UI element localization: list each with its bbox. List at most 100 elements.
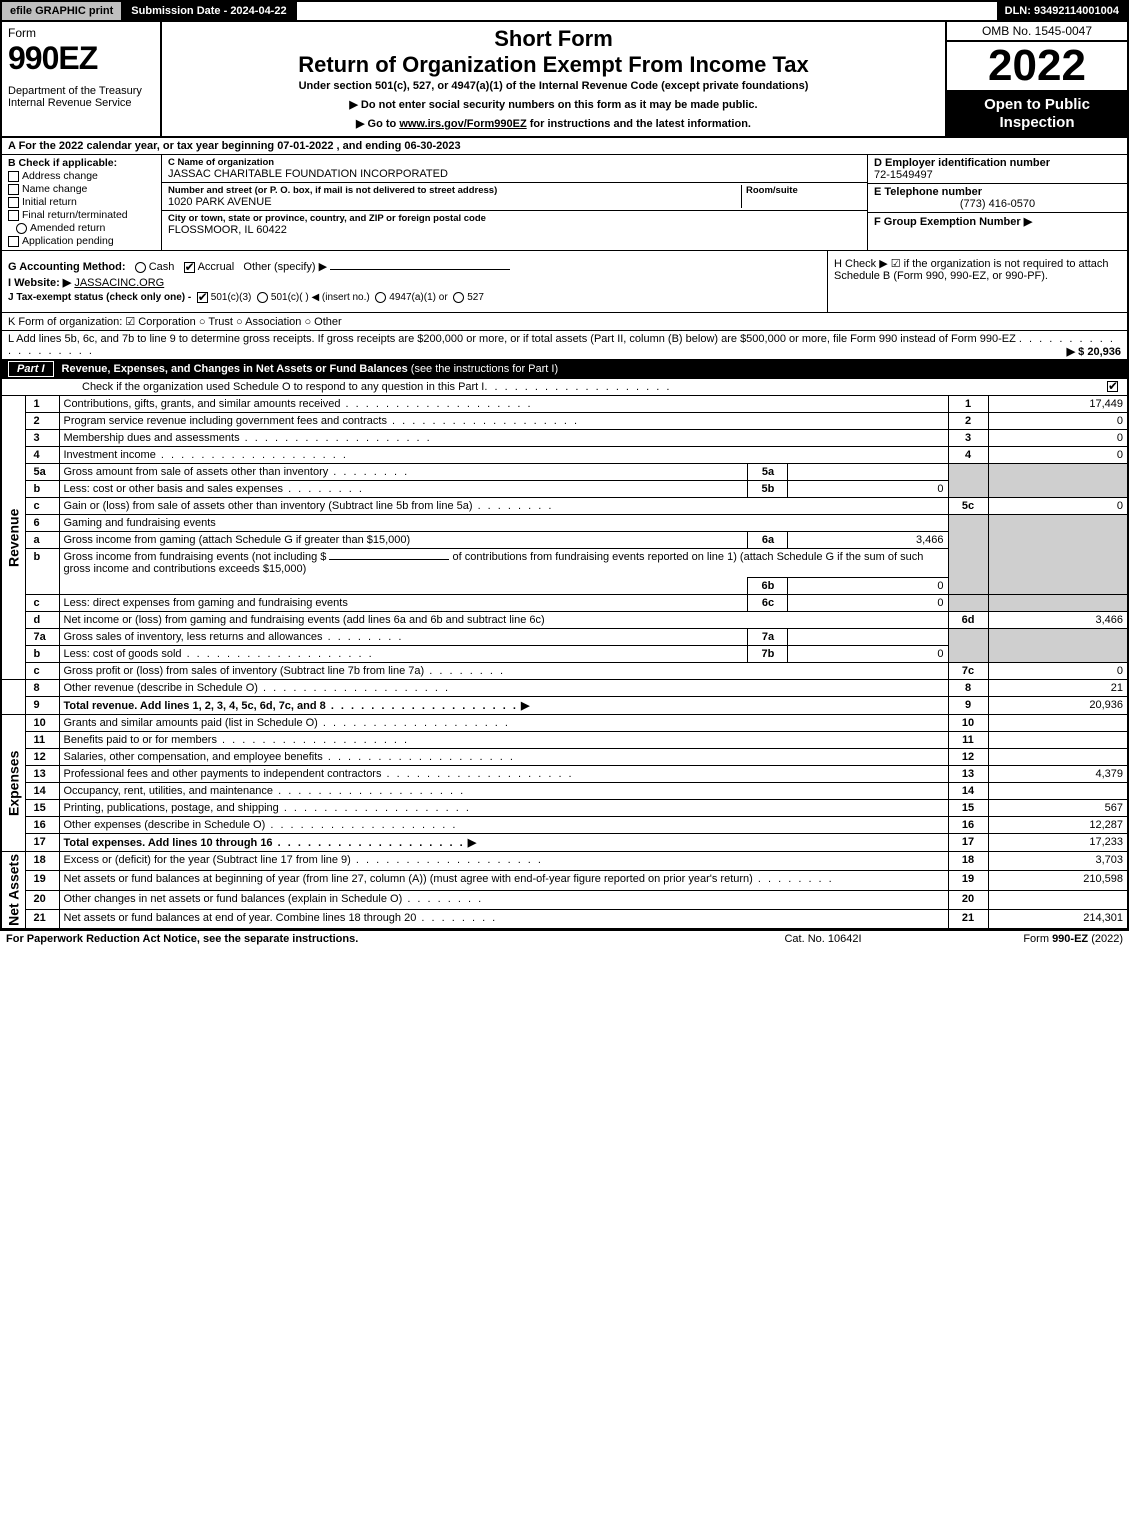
val-7c: 0 bbox=[988, 663, 1128, 680]
val-4: 0 bbox=[988, 447, 1128, 464]
ln-11: 11 bbox=[25, 732, 59, 749]
j-527[interactable] bbox=[453, 292, 464, 303]
desc-5a: Gross amount from sale of assets other t… bbox=[64, 466, 329, 478]
ln-19: 19 bbox=[25, 871, 59, 890]
desc-10: Grants and similar amounts paid (list in… bbox=[64, 717, 318, 729]
box-11: 11 bbox=[948, 732, 988, 749]
acct-accrual[interactable] bbox=[184, 262, 195, 273]
ln-6c: c bbox=[25, 595, 59, 612]
ln-13: 13 bbox=[25, 766, 59, 783]
val-1: 17,449 bbox=[988, 396, 1128, 413]
ln-18: 18 bbox=[25, 852, 59, 871]
note2-post: for instructions and the latest informat… bbox=[527, 118, 751, 130]
grp-lbl: F Group Exemption Number ▶ bbox=[874, 215, 1121, 228]
desc-6c: Less: direct expenses from gaming and fu… bbox=[64, 597, 348, 609]
box-7c: 7c bbox=[948, 663, 988, 680]
ln-17: 17 bbox=[25, 834, 59, 852]
val-19: 210,598 bbox=[988, 871, 1128, 890]
ln-5a: 5a bbox=[25, 464, 59, 481]
ln-6b: b bbox=[25, 549, 59, 595]
box-6d: 6d bbox=[948, 612, 988, 629]
chk-address-change[interactable]: Address change bbox=[8, 170, 155, 182]
efile-button[interactable]: efile GRAPHIC print bbox=[2, 2, 123, 20]
val-12 bbox=[988, 749, 1128, 766]
sval-6b: 0 bbox=[788, 578, 948, 595]
sval-6a: 3,466 bbox=[788, 532, 948, 549]
col-cd: C Name of organization JASSAC CHARITABLE… bbox=[162, 155, 1127, 250]
val-17: 17,233 bbox=[988, 834, 1128, 852]
l-text: L Add lines 5b, 6c, and 7b to line 9 to … bbox=[8, 333, 1016, 345]
irs-link[interactable]: www.irs.gov/Form990EZ bbox=[399, 118, 526, 130]
form-number: 990EZ bbox=[8, 40, 154, 77]
form-word: Form bbox=[8, 26, 36, 40]
footer-right: Form 990-EZ (2022) bbox=[923, 933, 1123, 945]
dln: DLN: 93492114001004 bbox=[997, 2, 1127, 20]
title2: Return of Organization Exempt From Incom… bbox=[168, 52, 939, 78]
room-lbl: Room/suite bbox=[746, 185, 861, 196]
box-17: 17 bbox=[948, 834, 988, 852]
sub-6a: 6a bbox=[748, 532, 788, 549]
desc-6b1: Gross income from fundraising events (no… bbox=[64, 551, 327, 563]
ln-16: 16 bbox=[25, 817, 59, 834]
part1-schedule-o-check[interactable] bbox=[1107, 381, 1118, 392]
sval-7a bbox=[788, 629, 948, 646]
side-revenue: Revenue bbox=[1, 396, 25, 680]
desc-7a: Gross sales of inventory, less returns a… bbox=[64, 631, 323, 643]
ln-2: 2 bbox=[25, 413, 59, 430]
chk-name-change[interactable]: Name change bbox=[8, 183, 155, 195]
b-head: B Check if applicable: bbox=[8, 157, 155, 169]
chk-initial-return[interactable]: Initial return bbox=[8, 196, 155, 208]
val-20 bbox=[988, 890, 1128, 909]
ln-6a: a bbox=[25, 532, 59, 549]
box-21: 21 bbox=[948, 909, 988, 928]
sval-5a bbox=[788, 464, 948, 481]
part1-check-text: Check if the organization used Schedule … bbox=[82, 381, 484, 393]
part1-title: Revenue, Expenses, and Changes in Net As… bbox=[62, 363, 408, 375]
i-website: I Website: ▶ JASSACINC.ORG bbox=[8, 276, 821, 289]
val-16: 12,287 bbox=[988, 817, 1128, 834]
header-center: Short Form Return of Organization Exempt… bbox=[162, 22, 947, 136]
bcd-row: B Check if applicable: Address change Na… bbox=[0, 155, 1129, 250]
desc-7b: Less: cost of goods sold bbox=[64, 648, 182, 660]
val-18: 3,703 bbox=[988, 852, 1128, 871]
dept: Department of the Treasury Internal Reve… bbox=[8, 85, 154, 109]
chk-final-return[interactable]: Final return/terminated bbox=[8, 209, 155, 221]
ln-6: 6 bbox=[25, 515, 59, 532]
desc-19: Net assets or fund balances at beginning… bbox=[64, 873, 753, 885]
ln-8: 8 bbox=[25, 680, 59, 697]
val-5c: 0 bbox=[988, 498, 1128, 515]
footer-cat: Cat. No. 10642I bbox=[723, 933, 923, 945]
desc-14: Occupancy, rent, utilities, and maintena… bbox=[64, 785, 274, 797]
side-expenses: Expenses bbox=[1, 715, 25, 852]
c-addr-lbl: Number and street (or P. O. box, if mail… bbox=[168, 185, 741, 196]
website-link[interactable]: JASSACINC.ORG bbox=[74, 277, 164, 289]
j-4947[interactable] bbox=[375, 292, 386, 303]
box-20: 20 bbox=[948, 890, 988, 909]
acct-cash[interactable] bbox=[135, 262, 146, 273]
box-18: 18 bbox=[948, 852, 988, 871]
val-14 bbox=[988, 783, 1128, 800]
col-b: B Check if applicable: Address change Na… bbox=[2, 155, 162, 250]
col-h: H Check ▶ ☑ if the organization is not r… bbox=[827, 251, 1127, 312]
desc-21: Net assets or fund balances at end of ye… bbox=[64, 912, 417, 924]
ln-1: 1 bbox=[25, 396, 59, 413]
part1-header: Part I Revenue, Expenses, and Changes in… bbox=[0, 359, 1129, 379]
chk-pending[interactable]: Application pending bbox=[8, 235, 155, 247]
chk-amended[interactable]: Amended return bbox=[8, 222, 155, 234]
page-footer: For Paperwork Reduction Act Notice, see … bbox=[0, 929, 1129, 947]
box-3: 3 bbox=[948, 430, 988, 447]
row-a: A For the 2022 calendar year, or tax yea… bbox=[0, 138, 1129, 155]
org-name: JASSAC CHARITABLE FOUNDATION INCORPORATE… bbox=[168, 168, 861, 180]
desc-7c: Gross profit or (loss) from sales of inv… bbox=[64, 665, 425, 677]
box-8: 8 bbox=[948, 680, 988, 697]
val-8: 21 bbox=[988, 680, 1128, 697]
c-city-lbl: City or town, state or province, country… bbox=[168, 213, 861, 224]
omb: OMB No. 1545-0047 bbox=[947, 22, 1127, 42]
part1-paren: (see the instructions for Part I) bbox=[411, 363, 558, 375]
g-accounting: G Accounting Method: Cash Accrual Other … bbox=[8, 260, 821, 273]
ln-7c: c bbox=[25, 663, 59, 680]
desc-16: Other expenses (describe in Schedule O) bbox=[64, 819, 266, 831]
ln-21: 21 bbox=[25, 909, 59, 928]
j-501c[interactable] bbox=[257, 292, 268, 303]
j-501c3[interactable] bbox=[197, 292, 208, 303]
